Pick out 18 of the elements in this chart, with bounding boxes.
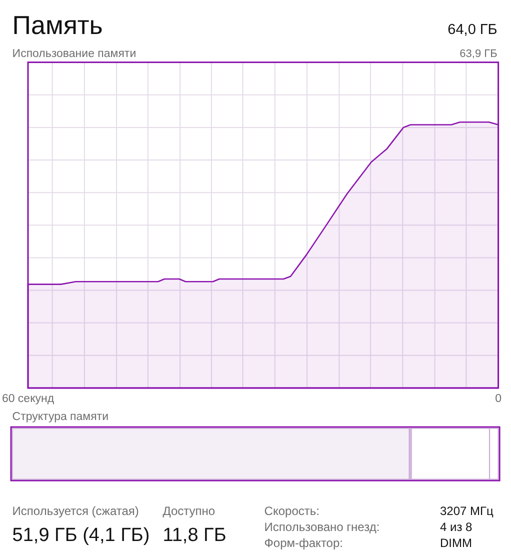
text: 3207 МГц xyxy=(440,504,494,518)
text: DIMM xyxy=(440,536,472,550)
text: Доступно xyxy=(162,504,216,518)
text: 4 из 8 xyxy=(440,520,473,534)
text: 11,8 ГБ xyxy=(162,525,226,546)
bar xyxy=(12,428,410,480)
text: Форм-фактор: xyxy=(264,536,344,550)
text: 63,9 ГБ xyxy=(460,48,498,60)
chart-title: Память xyxy=(12,10,103,40)
chart-title: Структура памяти xyxy=(12,410,109,423)
x-tick-label: 60 секунд xyxy=(2,393,54,405)
text: 51,9 ГБ (4,1 ГБ) xyxy=(12,525,150,546)
text: Скорость: xyxy=(264,504,320,518)
text: Используется (сжатая) xyxy=(12,504,139,518)
x-tick-label: 0 xyxy=(495,393,502,405)
text: 64,0 ГБ xyxy=(448,22,498,38)
chart-subtitle: Использование памяти xyxy=(12,48,136,60)
text: Использовано гнезд: xyxy=(264,520,380,534)
